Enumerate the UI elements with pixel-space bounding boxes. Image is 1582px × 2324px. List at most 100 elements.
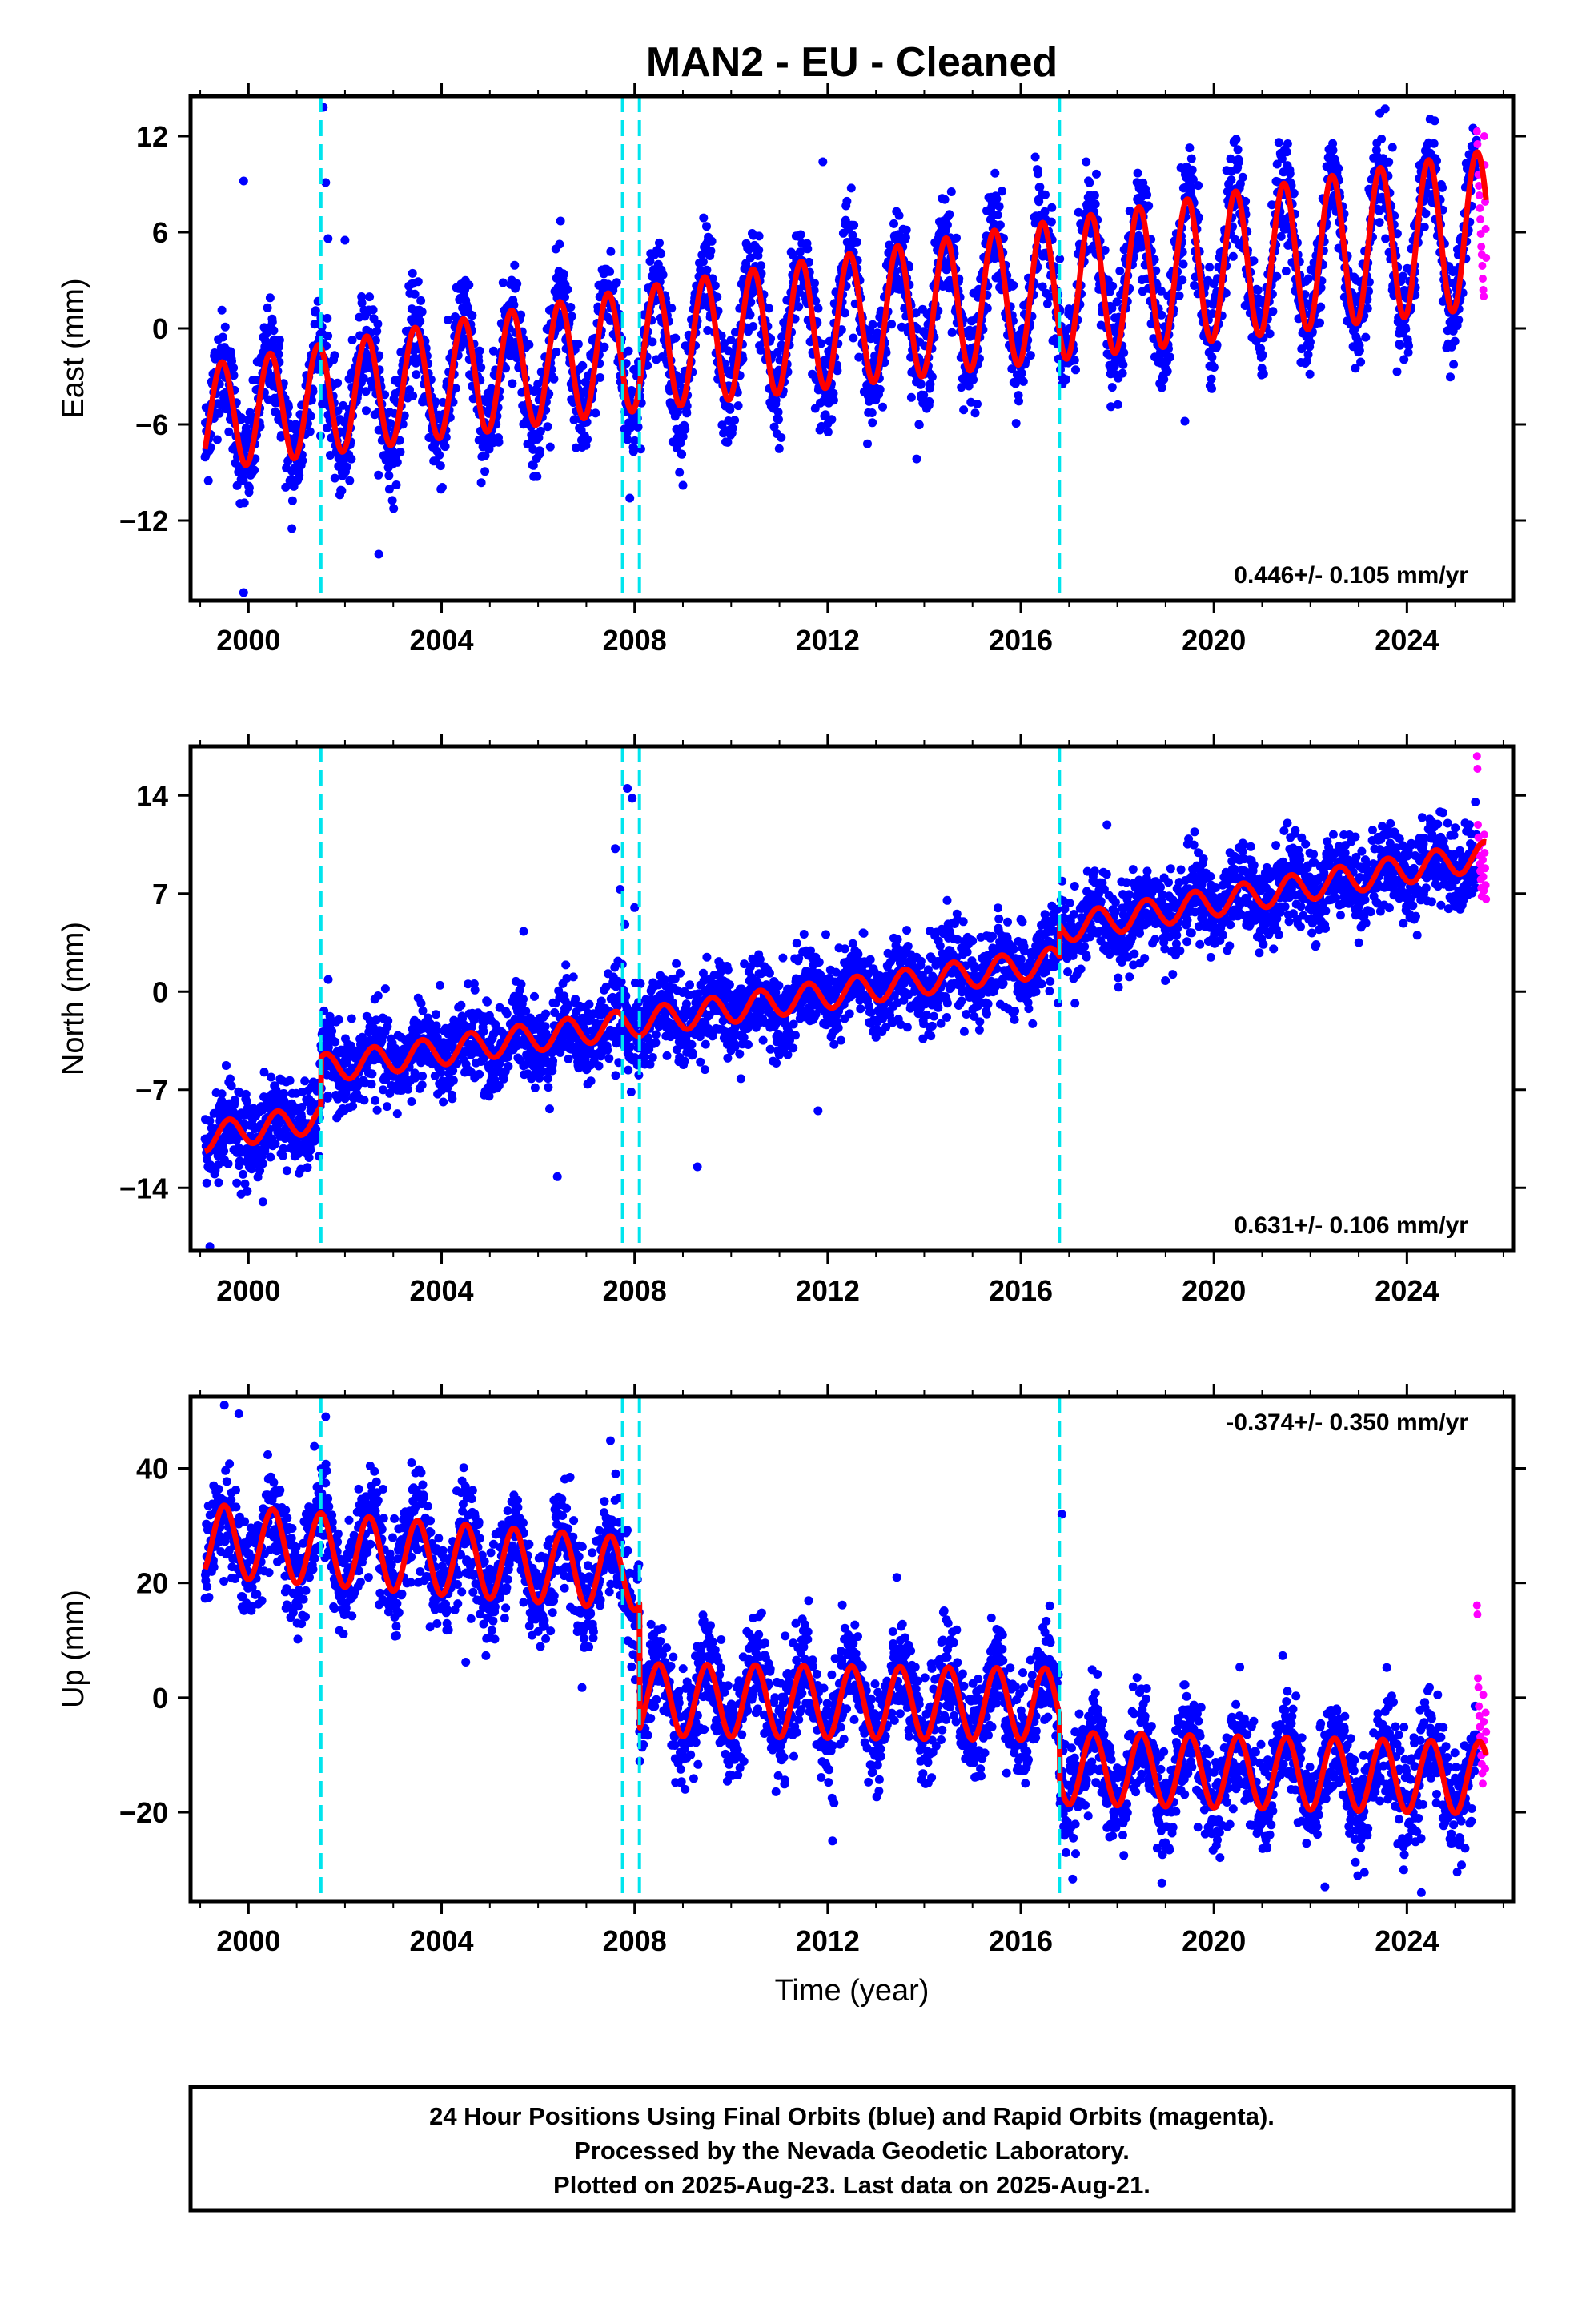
final-orbit-point [494,437,504,447]
final-orbit-point [1178,259,1188,269]
final-orbit-point [432,1025,441,1035]
final-orbit-point [894,211,904,220]
x-tick-label: 2020 [1182,624,1246,657]
final-orbit-point [1113,400,1122,409]
final-orbit-point [265,293,275,303]
final-orbit-point [232,1178,242,1188]
final-orbit-point [990,168,1000,178]
final-orbit-point [229,363,239,372]
final-orbit-point [1157,383,1166,392]
final-orbit-point [1017,368,1026,378]
final-orbit-point [777,433,786,442]
final-orbit-point [327,1027,337,1036]
final-orbit-point [591,408,600,418]
final-orbit-point [1303,350,1313,360]
final-orbit-point [1249,256,1259,266]
final-orbit-point [648,337,657,347]
final-orbit-point [361,387,371,396]
final-orbit-point [897,322,906,332]
final-orbit-point [509,300,519,310]
final-orbit-point [387,496,397,505]
final-orbit-point [765,304,773,313]
final-orbit-point [480,467,490,476]
final-orbit-point [239,588,248,597]
rapid-orbit-point [1477,243,1486,251]
final-orbit-point [867,408,877,417]
final-orbit-point [202,1178,211,1188]
final-orbit-point [726,336,736,344]
final-orbit-point [1268,307,1278,316]
final-orbit-point [1174,291,1184,300]
final-orbit-point [543,422,552,432]
final-orbit-point [416,999,426,1008]
final-orbit-point [702,222,711,231]
final-orbit-point [331,1037,340,1047]
final-orbit-point [311,306,320,316]
final-orbit-point [1090,191,1099,200]
final-orbit-point [1207,374,1216,384]
final-orbit-point [1281,267,1291,276]
rapid-orbit-point [1472,127,1481,135]
final-orbit-point [1282,147,1291,157]
final-orbit-point [1231,135,1241,144]
final-orbit-point [367,1080,376,1089]
plot-area [200,96,1491,597]
rapid-orbit-point [1478,262,1487,270]
final-orbit-point [1014,396,1023,406]
final-orbit-point [837,325,846,335]
final-orbit-point [901,233,910,243]
final-orbit-point [372,327,382,336]
final-orbit-point [330,351,339,360]
final-orbit-point [347,1014,356,1023]
final-orbit-point [706,246,716,255]
final-orbit-point [214,1178,223,1188]
final-orbit-point [448,1094,457,1104]
final-orbit-point [239,498,249,508]
final-orbit-point [535,446,544,456]
final-orbit-point [1119,348,1129,357]
final-orbit-point [1207,352,1217,362]
final-orbit-point [1090,199,1100,209]
final-orbit-point [342,462,351,472]
rapid-orbit-point [1476,215,1484,223]
y-tick-label: 12 [136,120,168,153]
final-orbit-point [678,432,688,441]
final-orbit-point [846,183,856,193]
final-orbit-point [287,524,297,533]
final-orbit-point [1377,135,1387,143]
final-orbit-point [321,178,331,187]
final-orbit-point [698,257,708,267]
final-orbit-point [424,433,434,442]
final-orbit-point [757,261,766,271]
final-orbit-point [681,424,690,434]
final-orbit-point [829,388,838,398]
final-orbit-point [396,448,405,456]
final-orbit-point [504,1061,513,1071]
final-orbit-point [337,486,347,496]
final-orbit-point [563,285,572,294]
final-orbit-point [400,411,409,420]
east-axis-label: East (mm) [57,278,90,418]
north-panel: 2000 2004 2008 2012 2016 2020 2024−14−70714Nor… [57,734,1526,1307]
final-orbit-point [436,980,444,990]
final-orbit-point [868,418,877,428]
x-tick-label: 2004 [409,624,473,657]
final-orbit-point [203,476,213,485]
final-orbit-point [643,360,652,370]
final-orbit-point [340,235,350,245]
final-orbit-point [220,322,230,332]
final-orbit-point [373,319,383,328]
final-orbit-point [239,176,248,186]
final-orbit-point [817,339,826,348]
final-orbit-point [545,442,555,452]
final-orbit-point [667,304,677,313]
final-orbit-point [1429,139,1439,148]
final-orbit-point [439,1097,448,1107]
final-orbit-points [200,96,1481,597]
final-orbit-point [519,995,528,1004]
final-orbit-point [244,483,254,493]
final-orbit-point [1274,138,1283,147]
final-orbit-point [1363,304,1372,313]
final-orbit-point [889,219,898,228]
final-orbit-point [887,320,897,329]
